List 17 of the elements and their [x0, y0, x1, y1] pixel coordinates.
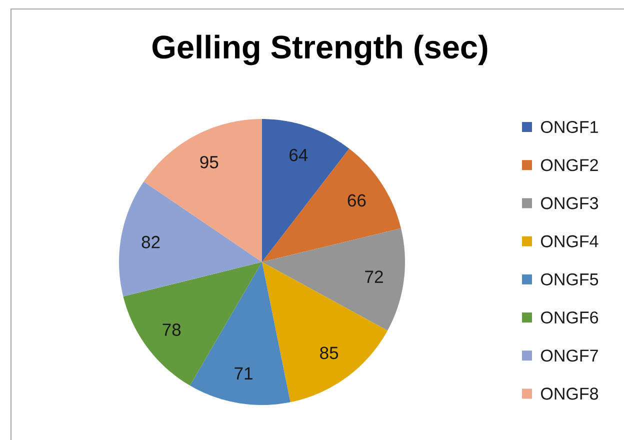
data-label: 71 [234, 367, 252, 380]
legend-label: ONGF5 [541, 273, 598, 286]
data-label: 78 [162, 324, 181, 336]
legend-label: ONGF8 [541, 388, 598, 400]
legend-label: ONGF1 [541, 120, 598, 134]
legend-label: ONGF3 [541, 197, 598, 210]
data-label: 85 [320, 346, 338, 360]
chart-title: Gelling Strength (sec) [152, 34, 488, 66]
data-label: 95 [200, 156, 218, 168]
legend-label: ONGF4 [541, 235, 598, 248]
legend-label: ONGF6 [541, 311, 598, 324]
data-label: 64 [290, 148, 308, 162]
data-label: 72 [365, 270, 383, 283]
data-label: 82 [142, 236, 160, 248]
legend-label: ONGF7 [541, 350, 598, 362]
data-label: 66 [348, 194, 366, 207]
legend-label: ONGF2 [541, 159, 598, 172]
